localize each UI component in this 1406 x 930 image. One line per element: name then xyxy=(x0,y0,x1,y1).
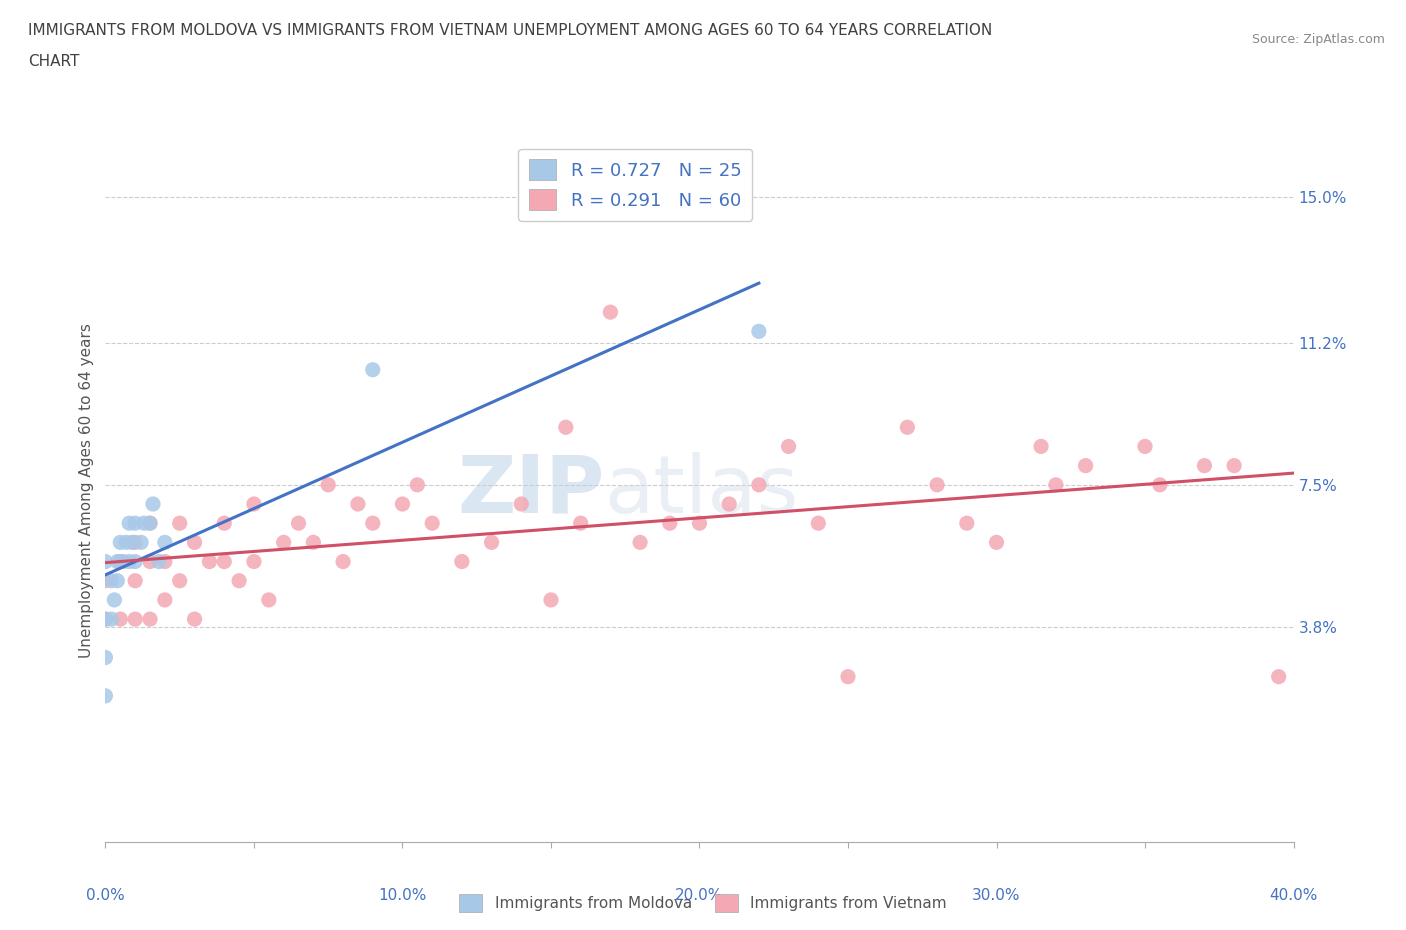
Point xyxy=(183,612,205,627)
Point xyxy=(599,305,621,320)
Text: 0.0%: 0.0% xyxy=(86,888,125,903)
Point xyxy=(1149,477,1171,492)
Point xyxy=(554,419,576,434)
Point xyxy=(807,516,830,531)
Point xyxy=(302,535,325,550)
Text: ZIP: ZIP xyxy=(457,452,605,529)
Point xyxy=(658,516,681,531)
Point xyxy=(198,554,221,569)
Point xyxy=(748,477,770,492)
Point xyxy=(347,497,370,512)
Point xyxy=(718,497,741,512)
Point xyxy=(481,535,503,550)
Point xyxy=(139,516,162,531)
Point xyxy=(1194,458,1216,473)
Point xyxy=(332,554,354,569)
Point xyxy=(129,535,152,550)
Text: atlas: atlas xyxy=(605,452,799,529)
Point xyxy=(748,324,770,339)
Point xyxy=(956,516,979,531)
Point xyxy=(569,516,592,531)
Point xyxy=(124,535,146,550)
Point xyxy=(153,554,176,569)
Point xyxy=(94,688,117,703)
Point xyxy=(243,554,266,569)
Text: 10.0%: 10.0% xyxy=(378,888,426,903)
Point xyxy=(257,592,280,607)
Text: 30.0%: 30.0% xyxy=(973,888,1021,903)
Point xyxy=(100,612,122,627)
Point xyxy=(148,554,170,569)
Point xyxy=(1267,670,1289,684)
Point xyxy=(689,516,711,531)
Point xyxy=(139,612,162,627)
Point xyxy=(986,535,1008,550)
Legend: R = 0.727   N = 25, R = 0.291   N = 60: R = 0.727 N = 25, R = 0.291 N = 60 xyxy=(519,149,752,221)
Point xyxy=(450,554,472,569)
Point xyxy=(628,535,651,550)
Point xyxy=(169,573,191,588)
Point xyxy=(94,612,117,627)
Point xyxy=(132,516,155,531)
Point xyxy=(316,477,339,492)
Point xyxy=(1029,439,1052,454)
Point xyxy=(214,516,236,531)
Point xyxy=(124,612,146,627)
Point xyxy=(1045,477,1067,492)
Point xyxy=(540,592,562,607)
Point xyxy=(169,516,191,531)
Point xyxy=(121,535,143,550)
Point xyxy=(420,516,443,531)
Point xyxy=(124,516,146,531)
Text: IMMIGRANTS FROM MOLDOVA VS IMMIGRANTS FROM VIETNAM UNEMPLOYMENT AMONG AGES 60 TO: IMMIGRANTS FROM MOLDOVA VS IMMIGRANTS FR… xyxy=(28,23,993,38)
Point xyxy=(94,573,117,588)
Point xyxy=(105,573,128,588)
Point xyxy=(896,419,918,434)
Point xyxy=(361,363,384,378)
Point xyxy=(94,554,117,569)
Point xyxy=(406,477,429,492)
Text: 40.0%: 40.0% xyxy=(1270,888,1317,903)
Point xyxy=(361,516,384,531)
Point xyxy=(142,497,165,512)
Point xyxy=(243,497,266,512)
Point xyxy=(778,439,800,454)
Point xyxy=(183,535,205,550)
Point xyxy=(110,535,132,550)
Point xyxy=(112,554,135,569)
Text: 20.0%: 20.0% xyxy=(675,888,724,903)
Point xyxy=(115,535,138,550)
Point xyxy=(139,516,162,531)
Point xyxy=(510,497,533,512)
Point xyxy=(118,516,141,531)
Point xyxy=(391,497,413,512)
Point xyxy=(1223,458,1246,473)
Point xyxy=(273,535,295,550)
Point xyxy=(214,554,236,569)
Point xyxy=(124,554,146,569)
Text: CHART: CHART xyxy=(28,54,80,69)
Legend: Immigrants from Moldova, Immigrants from Vietnam: Immigrants from Moldova, Immigrants from… xyxy=(453,888,953,918)
Point xyxy=(837,670,859,684)
Point xyxy=(124,573,146,588)
Text: Source: ZipAtlas.com: Source: ZipAtlas.com xyxy=(1251,33,1385,46)
Point xyxy=(153,592,176,607)
Point xyxy=(110,554,132,569)
Point xyxy=(228,573,250,588)
Point xyxy=(118,554,141,569)
Point xyxy=(153,535,176,550)
Point xyxy=(103,592,125,607)
Point xyxy=(110,612,132,627)
Point xyxy=(1074,458,1097,473)
Point xyxy=(100,573,122,588)
Point xyxy=(287,516,309,531)
Point xyxy=(927,477,949,492)
Point xyxy=(1133,439,1156,454)
Point xyxy=(94,650,117,665)
Point xyxy=(94,612,117,627)
Y-axis label: Unemployment Among Ages 60 to 64 years: Unemployment Among Ages 60 to 64 years xyxy=(79,323,94,658)
Point xyxy=(139,554,162,569)
Point xyxy=(105,554,128,569)
